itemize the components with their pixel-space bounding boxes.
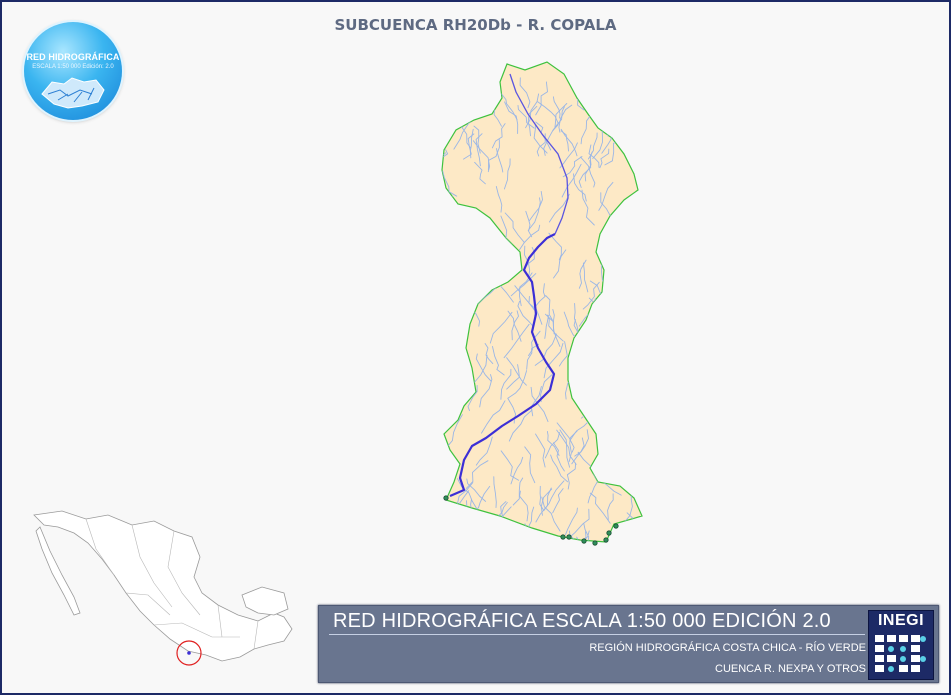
basin-area	[441, 61, 643, 543]
inegi-logo-icon	[875, 635, 926, 672]
red-hidrografica-logo: RED HIDROGRÁFICA ESCALA 1:50 000 Edición…	[24, 22, 122, 120]
main-river-upper	[509, 73, 569, 235]
banner-region: REGIÓN HIDROGRÁFICA COSTA CHICA - RÍO VE…	[589, 642, 866, 654]
inegi-logo: INEGI	[868, 610, 934, 680]
logo-title: RED HIDROGRÁFICA	[26, 52, 120, 62]
locator-circle	[176, 640, 202, 666]
banner-basin: CUENCA R. NEXPA Y OTROS	[715, 663, 866, 675]
title-banner: RED HIDROGRÁFICA ESCALA 1:50 000 EDICIÓN…	[318, 605, 939, 683]
inegi-brand: INEGI	[877, 612, 925, 629]
mexico-locator-map	[33, 510, 293, 666]
main-river	[449, 233, 556, 498]
logo-subtitle: ESCALA 1:50 000 Edición: 2.0	[32, 64, 114, 70]
basin-map-icon	[41, 77, 105, 109]
map-title: SUBCUENCA RH20Db - R. COPALA	[334, 16, 617, 34]
banner-title: RED HIDROGRÁFICA ESCALA 1:50 000 EDICIÓN…	[333, 610, 831, 632]
banner-divider	[329, 634, 865, 635]
river-mouths	[443, 495, 619, 546]
